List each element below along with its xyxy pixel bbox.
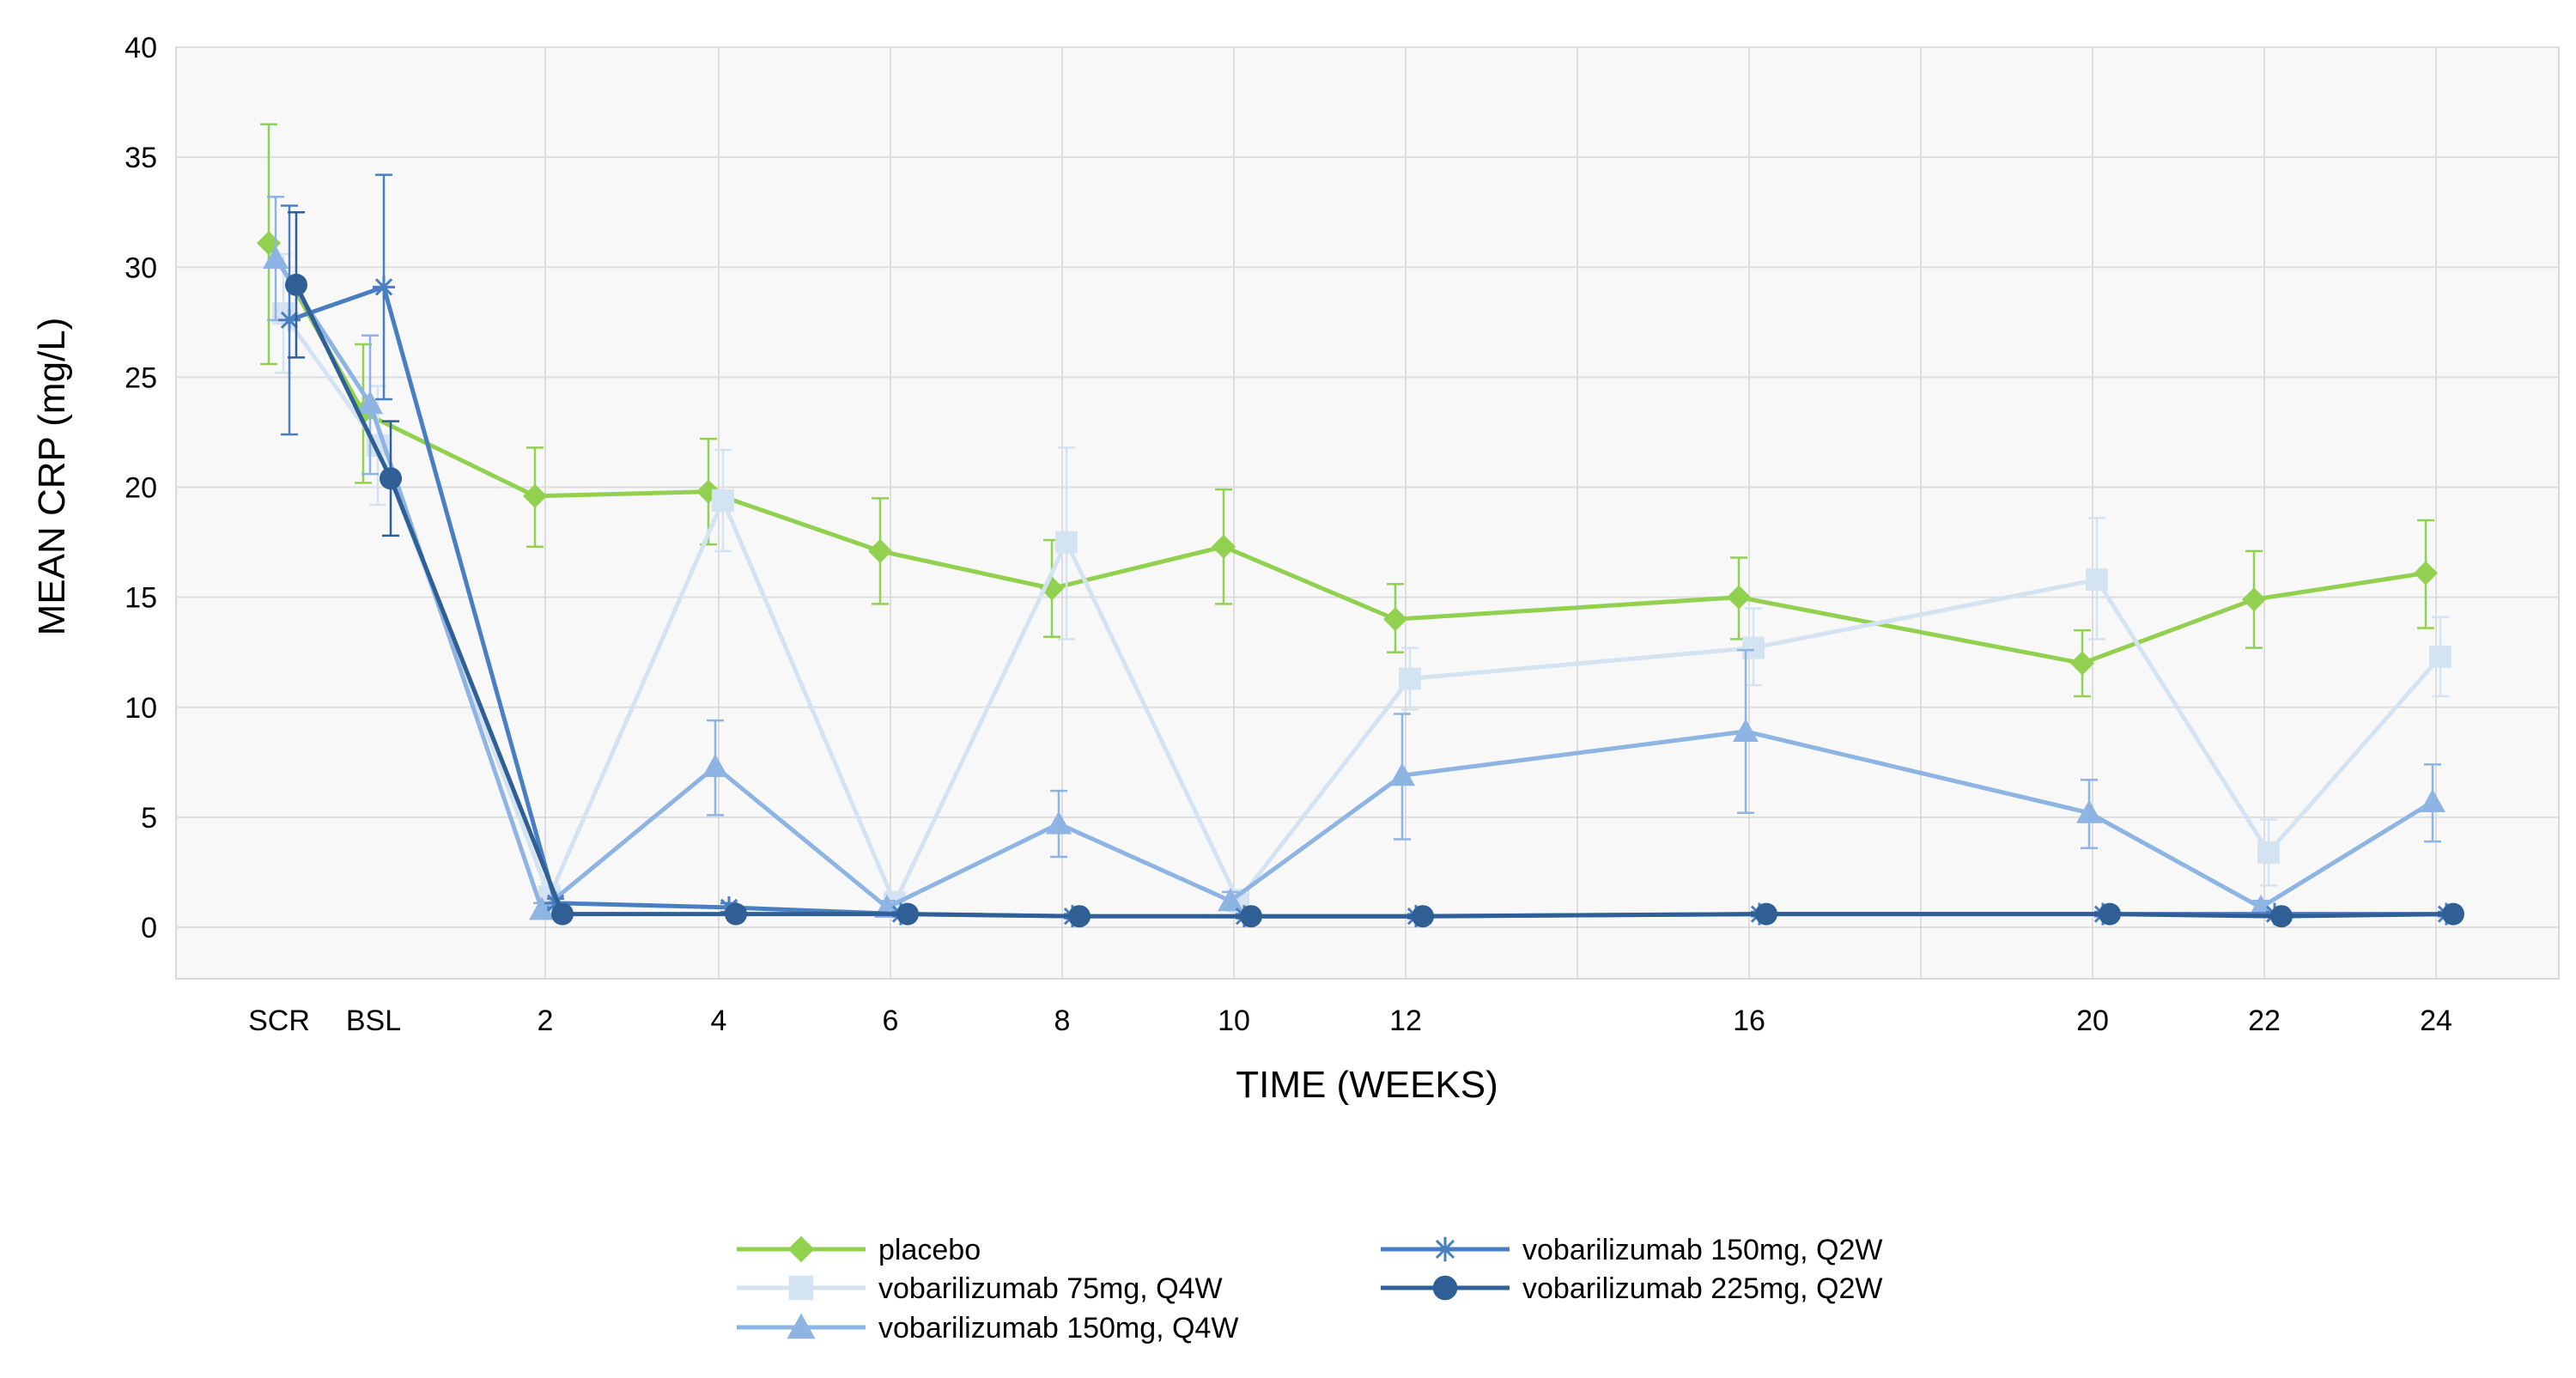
series-2-point-12 — [1389, 762, 1415, 786]
x-axis-title: TIME (WEEKS) — [1236, 1064, 1498, 1106]
x-tick-label-6: 6 — [883, 1005, 899, 1037]
legend-item-2-label: vobarilizumab 150mg, Q4W — [878, 1312, 1239, 1345]
legend-item-2: vobarilizumab 150mg, Q4W — [737, 1312, 1239, 1345]
series-4-point-10 — [1240, 905, 1262, 928]
series-4-point-16 — [1755, 902, 1777, 926]
series-0-point-24 — [2414, 561, 2438, 586]
series-0 — [257, 123, 2438, 698]
x-tick-label-BSL: BSL — [346, 1005, 401, 1037]
series-1-point-4 — [712, 489, 734, 512]
x-tick-label-2: 2 — [538, 1005, 554, 1037]
series-2-point-8 — [1046, 810, 1072, 835]
x-tick-label-8: 8 — [1054, 1005, 1071, 1037]
legend-item-3-marker — [1432, 1236, 1458, 1262]
legend-item-3: vobarilizumab 150mg, Q2W — [1381, 1234, 1883, 1266]
x-tick-label-16: 16 — [1733, 1005, 1765, 1037]
y-tick-label-25: 25 — [125, 361, 157, 394]
series-4-line — [294, 283, 2454, 919]
series-2-point-20 — [2076, 799, 2102, 823]
x-tick-label-SCR: SCR — [248, 1005, 310, 1037]
y-tick-label-15: 15 — [125, 582, 157, 615]
series-2-point-2 — [529, 896, 555, 920]
series-2-point-10 — [1218, 888, 1243, 912]
legend: placebo vobarilizumab 75mg, Q4W vobarilizu… — [737, 1234, 1883, 1345]
plot-area — [175, 46, 2560, 980]
legend-item-3-label: vobarilizumab 150mg, Q2W — [1522, 1234, 1883, 1266]
data-series — [257, 123, 2464, 928]
series-2-point-16 — [1733, 718, 1759, 742]
grid-lines — [176, 46, 2559, 979]
legend-item-0: placebo — [737, 1234, 981, 1266]
y-tick-label-35: 35 — [125, 142, 157, 174]
series-1-point-8 — [1055, 531, 1078, 554]
x-tick-label-24: 24 — [2420, 1005, 2452, 1037]
legend-item-0-label: placebo — [878, 1234, 981, 1266]
series-4-point-20 — [2099, 902, 2121, 926]
series-0-point-6 — [868, 538, 892, 563]
x-tick-label-22: 22 — [2248, 1005, 2281, 1037]
series-2-point-BSL — [357, 391, 383, 415]
series-1-point-20 — [2086, 568, 2108, 592]
series-4-point-24 — [2442, 902, 2464, 926]
y-tick-label-20: 20 — [125, 472, 157, 505]
series-0-point-20 — [2070, 651, 2094, 676]
y-axis-title: MEAN CRP (mg/L) — [31, 318, 73, 636]
series-4-point-22 — [2270, 905, 2293, 928]
series-0-line — [266, 241, 2427, 666]
legend-item-1-marker — [788, 1275, 814, 1301]
legend-item-4-label: vobarilizumab 225mg, Q2W — [1522, 1272, 1883, 1305]
legend-item-1-label: vobarilizumab 75mg, Q4W — [878, 1272, 1223, 1305]
legend-item-0-marker — [787, 1235, 815, 1263]
y-axis-tick-labels: 0 5 10 15 20 25 30 35 40 — [125, 32, 157, 944]
series-0-point-22 — [2242, 587, 2266, 612]
series-1-point-12 — [1399, 667, 1421, 690]
x-tick-label-10: 10 — [1218, 1005, 1250, 1037]
series-2-point-4 — [702, 753, 728, 777]
series-4-point-2 — [551, 902, 574, 926]
series-4-point-BSL — [380, 467, 402, 490]
y-tick-label-10: 10 — [125, 692, 157, 725]
x-tick-label-12: 12 — [1389, 1005, 1422, 1037]
series-2 — [263, 196, 2445, 920]
series-1-line — [281, 312, 2442, 908]
series-4-point-8 — [1068, 905, 1091, 928]
y-tick-label-30: 30 — [125, 252, 157, 284]
y-tick-label-0: 0 — [141, 912, 157, 944]
series-2-point-SCR — [263, 246, 289, 269]
legend-item-1: vobarilizumab 75mg, Q4W — [737, 1272, 1223, 1305]
series-3-point-BSL — [373, 276, 395, 299]
series-4-point-12 — [1412, 905, 1434, 928]
series-0-point-2 — [523, 483, 547, 508]
series-4-point-6 — [896, 902, 919, 926]
series-0-point-16 — [1727, 585, 1751, 610]
series-2-point-24 — [2420, 788, 2445, 812]
legend-item-4: vobarilizumab 225mg, Q2W — [1381, 1272, 1883, 1305]
legend-item-4-marker — [1432, 1275, 1458, 1301]
series-1-point-24 — [2429, 645, 2451, 668]
series-4-point-4 — [725, 902, 747, 926]
x-tick-label-4: 4 — [711, 1005, 727, 1037]
series-4-point-SCR — [285, 273, 307, 296]
series-1-point-22 — [2257, 841, 2280, 864]
x-axis-tick-labels: SCR BSL 2 4 6 8 10 12 16 20 22 24 — [248, 1005, 2452, 1037]
y-tick-label-5: 5 — [141, 802, 157, 835]
series-0-point-10 — [1212, 534, 1236, 559]
series-0-point-12 — [1383, 607, 1407, 632]
y-tick-label-40: 40 — [125, 32, 157, 64]
series-4 — [285, 210, 2464, 928]
x-tick-label-20: 20 — [2076, 1005, 2109, 1037]
legend-item-2-marker — [787, 1313, 816, 1339]
series-2-line — [273, 257, 2434, 914]
